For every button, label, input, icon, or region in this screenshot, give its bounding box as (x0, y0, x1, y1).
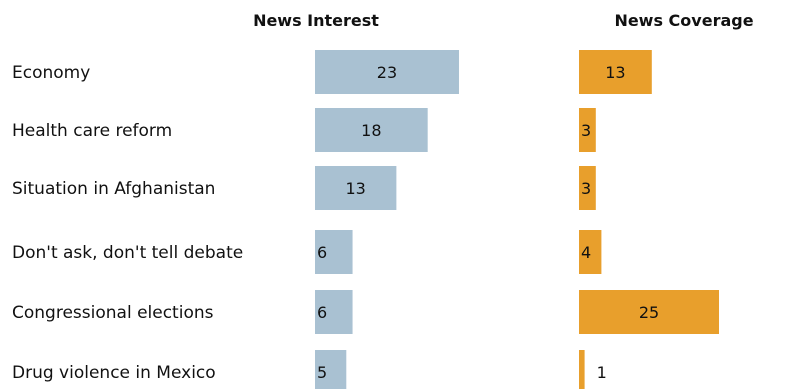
panel-title-news-coverage: News Coverage (614, 11, 753, 30)
news-interest-bar-don-t-ask-don-t-tell-debate (315, 230, 353, 274)
news-coverage-bar-don-t-ask-don-t-tell-debate (579, 230, 602, 274)
news-interest-value-economy: 23 (377, 63, 397, 82)
category-label-congressional-elections: Congressional elections (12, 303, 214, 323)
news-interest-value-situation-in-afghanistan: 13 (346, 179, 366, 198)
news-coverage-value-economy: 13 (605, 63, 625, 82)
news-interest-value-health-care-reform: 18 (361, 121, 381, 140)
news-interest-bar-congressional-elections (315, 290, 353, 334)
news-coverage-value-health-care-reform: 3 (581, 121, 591, 140)
news-interest-bar-situation-in-afghanistan (315, 166, 397, 210)
category-label-health-care-reform: Health care reform (12, 121, 172, 141)
category-label-drug-violence-in-mexico: Drug violence in Mexico (12, 363, 216, 383)
news-coverage-bar-health-care-reform (579, 108, 596, 152)
category-label-situation-in-afghanistan: Situation in Afghanistan (12, 179, 215, 199)
news-coverage-value-situation-in-afghanistan: 3 (581, 179, 591, 198)
news-interest-bar-economy (315, 50, 459, 94)
news-interest-value-don-t-ask-don-t-tell-debate: 6 (317, 243, 327, 262)
news-coverage-value-congressional-elections: 25 (639, 303, 659, 322)
category-labels: Economy Health care reform Situation in Af… (12, 63, 243, 383)
news-coverage-bar-congressional-elections (579, 290, 719, 334)
panel-title-news-interest: News Interest (253, 11, 379, 30)
news-coverage-bars: 13 3 3 4 25 1 (579, 50, 719, 389)
news-coverage-bar-drug-violence-in-mexico (579, 350, 585, 389)
category-label-don-t-ask-don-t-tell-debate: Don't ask, don't tell debate (12, 243, 243, 263)
news-interest-value-drug-violence-in-mexico: 5 (317, 363, 327, 382)
news-interest-bars: 23 18 13 6 6 5 (315, 50, 459, 389)
news-interest-value-congressional-elections: 6 (317, 303, 327, 322)
news-coverage-bar-economy (579, 50, 652, 94)
news-coverage-bar-situation-in-afghanistan (579, 166, 596, 210)
news-coverage-value-drug-violence-in-mexico: 1 (597, 363, 607, 382)
category-label-economy: Economy (12, 63, 90, 83)
news-coverage-value-don-t-ask-don-t-tell-debate: 4 (581, 243, 591, 262)
news-interest-bar-drug-violence-in-mexico (315, 350, 347, 389)
news-interest-bar-health-care-reform (315, 108, 428, 152)
